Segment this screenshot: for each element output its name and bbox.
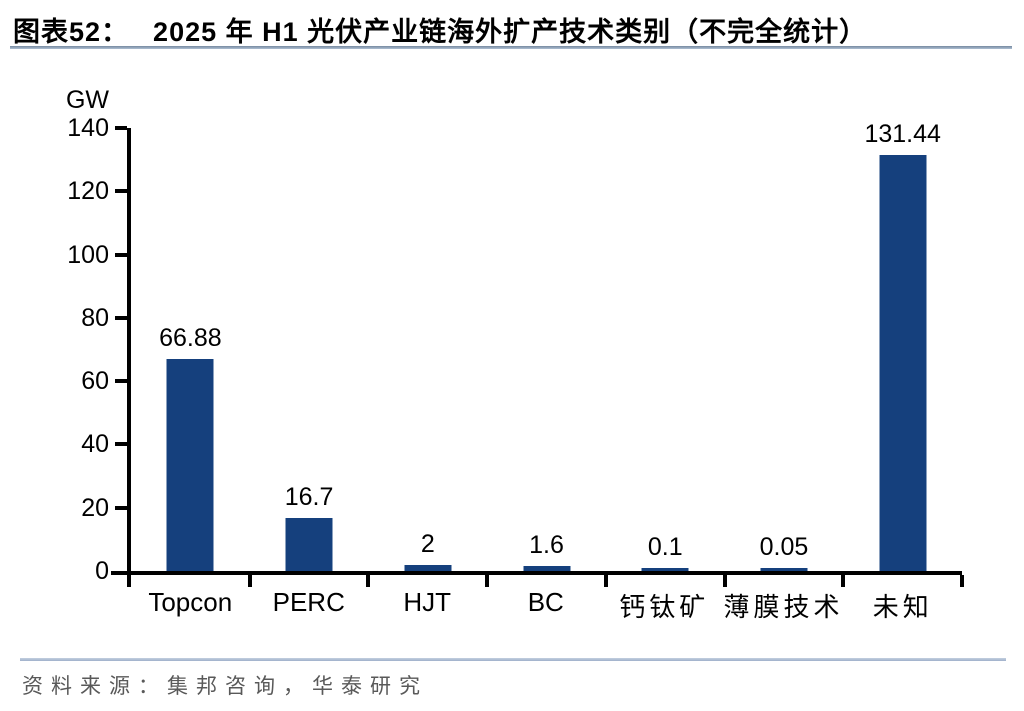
bar-value-label: 0.05 bbox=[759, 533, 809, 561]
y-axis-tick-mark bbox=[115, 315, 127, 320]
y-axis-tick-mark bbox=[115, 189, 127, 194]
category-label-Topcon: Topcon bbox=[148, 587, 233, 617]
bar-column-BC: 1.6 bbox=[487, 128, 606, 571]
x-axis-tick-mark bbox=[603, 575, 608, 587]
figure-header: 图表52： 2025 年 H1 光伏产业链海外扩产技术类别（不完全统计） bbox=[0, 0, 1024, 57]
y-axis-tick-label: 100 bbox=[67, 240, 109, 269]
footer-divider-rule bbox=[20, 658, 1006, 661]
bar-value-label: 131.44 bbox=[864, 120, 941, 149]
y-axis-tick-mark bbox=[115, 379, 127, 384]
x-axis-tick-mark bbox=[247, 575, 252, 587]
bar-column-薄膜技术: 0.05 bbox=[725, 128, 844, 571]
x-axis-left-extension bbox=[111, 571, 127, 575]
y-axis-tick-label: 0 bbox=[95, 557, 109, 585]
y-axis-tick-mark bbox=[115, 126, 127, 130]
bar-value-label: 66.88 bbox=[159, 324, 222, 353]
figure-number-label: 图表52： bbox=[13, 17, 130, 47]
bar-Topcon bbox=[166, 359, 214, 571]
y-axis-tick-label: 20 bbox=[81, 493, 109, 522]
bar-未知 bbox=[879, 155, 927, 571]
y-axis-tick-mark bbox=[115, 252, 127, 257]
y-axis-tick-mark bbox=[115, 505, 127, 510]
category-label-钙钛矿: 钙钛矿 bbox=[619, 593, 710, 622]
y-axis-tick-mark bbox=[115, 442, 127, 447]
bar-value-label: 2 bbox=[420, 529, 435, 558]
y-axis-tick-label: 140 bbox=[67, 114, 109, 142]
y-axis-tick-label: 80 bbox=[81, 303, 109, 332]
x-axis-tick-mark bbox=[841, 575, 846, 587]
x-axis-tick-mark bbox=[127, 575, 131, 587]
x-axis-tick-mark bbox=[960, 575, 964, 587]
bar-column-钙钛矿: 0.1 bbox=[606, 128, 725, 571]
x-axis-tick-mark bbox=[366, 575, 371, 587]
source-note: 资料来源：集邦咨询，华泰研究 bbox=[22, 674, 428, 698]
bar-value-label: 16.7 bbox=[284, 483, 334, 512]
category-label-PERC: PERC bbox=[272, 587, 345, 617]
bar-钙钛矿 bbox=[641, 568, 689, 571]
figure-title: 图表52： 2025 年 H1 光伏产业链海外扩产技术类别（不完全统计） bbox=[13, 10, 1010, 49]
y-axis-tick-label: 120 bbox=[67, 177, 109, 206]
bar-column-PERC: 16.7 bbox=[250, 128, 369, 571]
x-axis-category-labels: Topcon PERC HJT BC 钙钛矿 薄膜技术 未知 bbox=[131, 587, 962, 624]
y-axis-tick-label: 60 bbox=[81, 367, 109, 396]
bar-HJT bbox=[404, 564, 452, 571]
category-label-BC: BC bbox=[527, 587, 564, 617]
figure-title-text: 2025 年 H1 光伏产业链海外扩产技术类别（不完全统计） bbox=[153, 17, 868, 47]
category-label-HJT: HJT bbox=[403, 587, 452, 617]
x-axis-tick-mark bbox=[485, 575, 490, 587]
category-label-薄膜技术: 薄膜技术 bbox=[723, 593, 844, 622]
bar-chart-plot-area: GW 66.88 16.7 2 1.6 0.1 0.05 131.44 Topcon PERC… bbox=[66, 86, 964, 622]
bar-BC bbox=[523, 565, 571, 571]
x-axis-tick-mark bbox=[722, 575, 727, 587]
bar-value-label: 1.6 bbox=[529, 530, 564, 559]
bar-column-未知: 131.44 bbox=[843, 120, 962, 571]
title-divider-rule bbox=[10, 46, 1012, 49]
bar-PERC bbox=[285, 518, 333, 571]
bar-value-label: 0.1 bbox=[647, 533, 683, 561]
bar-薄膜技术 bbox=[760, 568, 808, 571]
bar-column-Topcon: 66.88 bbox=[131, 128, 250, 571]
y-axis-unit-label: GW bbox=[65, 86, 109, 114]
bar-column-HJT: 2 bbox=[368, 128, 487, 571]
category-label-未知: 未知 bbox=[872, 593, 933, 622]
bar-series: 66.88 16.7 2 1.6 0.1 0.05 131.44 bbox=[131, 120, 962, 571]
y-axis-tick-label: 40 bbox=[81, 430, 109, 459]
